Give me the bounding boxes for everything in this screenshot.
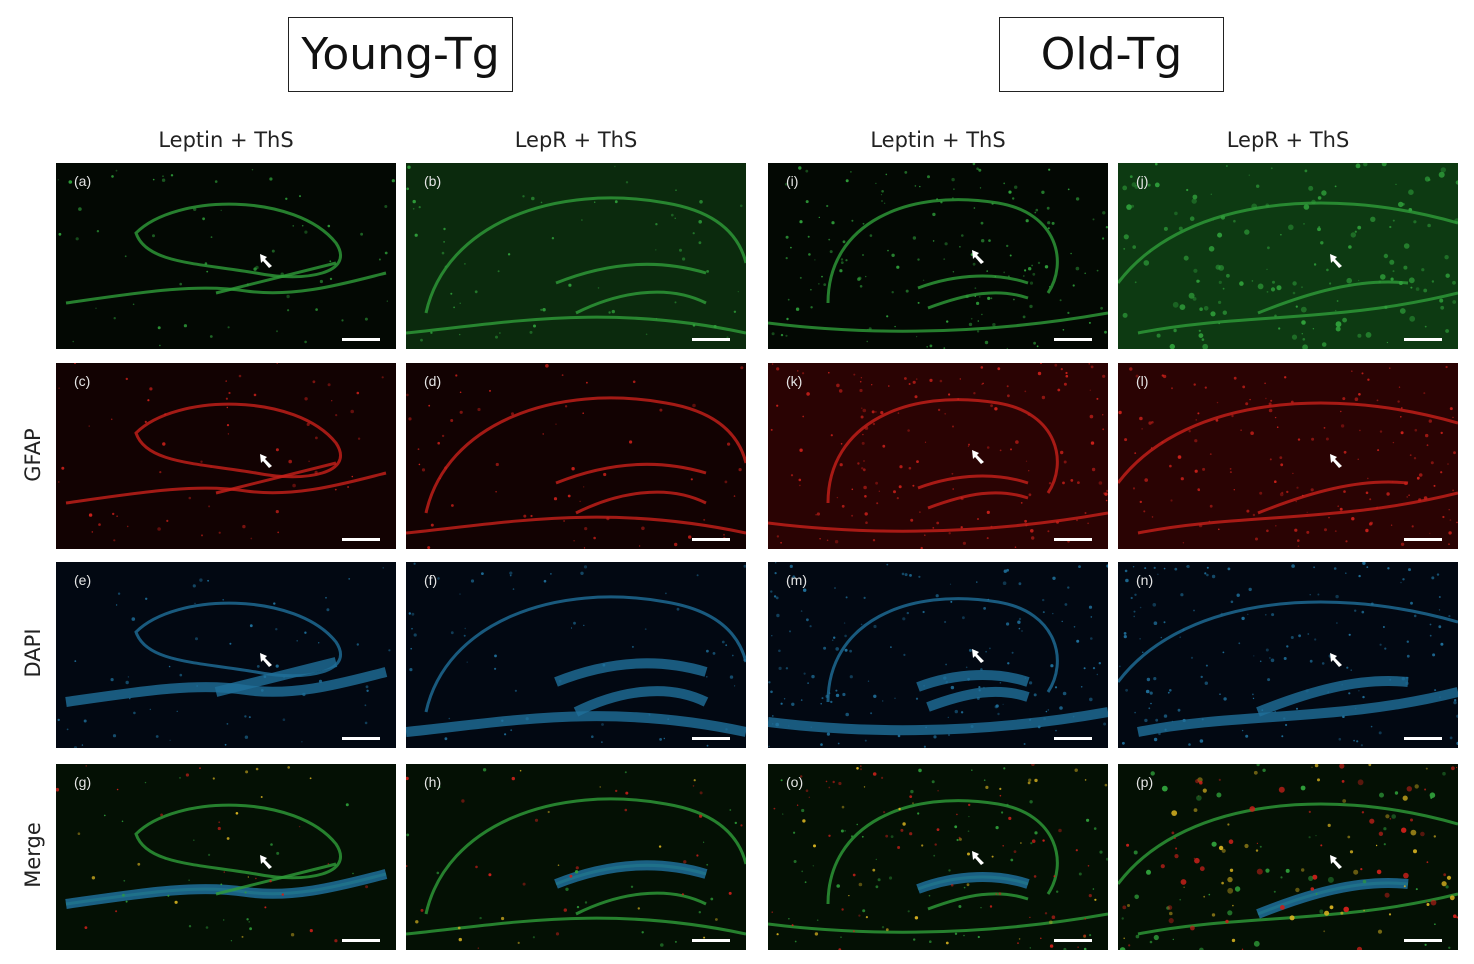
column-header-young-lepr: LepR + ThS: [514, 128, 638, 152]
arrow-icon: [1330, 855, 1342, 869]
micrograph-panel-c: (c): [56, 363, 396, 549]
micrograph-panel-e: (e): [56, 562, 396, 748]
micrograph-image: [56, 562, 396, 748]
panel-label: (n): [1136, 572, 1154, 588]
scale-bar: [342, 737, 380, 740]
panel-label: (m): [786, 572, 807, 588]
group-title-young-tg: Young-Tg: [288, 17, 513, 92]
arrow-icon: [260, 454, 272, 468]
arrow-icon: [972, 649, 984, 663]
micrograph-panel-m: (m): [768, 562, 1108, 748]
micrograph-panel-g: (g): [56, 764, 396, 950]
panel-label: (b): [424, 173, 442, 189]
scale-bar: [692, 538, 730, 541]
micrograph-panel-j: (j): [1118, 163, 1458, 349]
panel-label: (l): [1136, 373, 1149, 389]
micrograph-image: [56, 163, 396, 349]
arrow-icon: [972, 851, 984, 865]
scale-bar: [1054, 737, 1092, 740]
micrograph-image: [768, 363, 1108, 549]
micrograph-image: [406, 562, 746, 748]
micrograph-image: [768, 163, 1108, 349]
micrograph-panel-d: (d): [406, 363, 746, 549]
micrograph-panel-o: (o): [768, 764, 1108, 950]
scale-bar: [1054, 538, 1092, 541]
group-title-old-tg: Old-Tg: [999, 17, 1224, 92]
scale-bar: [692, 737, 730, 740]
row-label-gfap: GFAP: [21, 428, 45, 482]
scale-bar: [1404, 737, 1442, 740]
panel-label: (h): [424, 774, 442, 790]
column-header-old-leptin: Leptin + ThS: [870, 128, 1006, 152]
scale-bar: [1054, 338, 1092, 341]
scale-bar: [692, 939, 730, 942]
panel-label: (c): [74, 373, 91, 389]
scale-bar: [1404, 538, 1442, 541]
scale-bar: [342, 338, 380, 341]
micrograph-image: [406, 363, 746, 549]
panel-label: (f): [424, 572, 438, 588]
panel-label: (d): [424, 373, 442, 389]
micrograph-panel-n: (n): [1118, 562, 1458, 748]
row-label-merge: Merge: [21, 822, 45, 888]
arrow-icon: [972, 450, 984, 464]
scale-bar: [342, 939, 380, 942]
micrograph-image: [1118, 764, 1458, 950]
micrograph-image: [406, 764, 746, 950]
scale-bar: [1054, 939, 1092, 942]
micrograph-panel-b: (b): [406, 163, 746, 349]
micrograph-image: [56, 363, 396, 549]
scale-bar: [692, 338, 730, 341]
arrow-icon: [1330, 454, 1342, 468]
panel-label: (j): [1136, 173, 1149, 189]
arrow-icon: [260, 254, 272, 268]
panel-label: (i): [786, 173, 799, 189]
column-header-young-leptin: Leptin + ThS: [158, 128, 294, 152]
arrow-icon: [260, 855, 272, 869]
micrograph-panel-k: (k): [768, 363, 1108, 549]
micrograph-image: [768, 562, 1108, 748]
micrograph-panel-f: (f): [406, 562, 746, 748]
scale-bar: [342, 538, 380, 541]
arrow-icon: [972, 250, 984, 264]
scale-bar: [1404, 939, 1442, 942]
panel-label: (a): [74, 173, 92, 189]
micrograph-image: [1118, 163, 1458, 349]
panel-label: (p): [1136, 774, 1154, 790]
panel-label: (k): [786, 373, 803, 389]
column-header-old-lepr: LepR + ThS: [1226, 128, 1350, 152]
panel-label: (g): [74, 774, 92, 790]
row-label-dapi: DAPI: [21, 628, 45, 678]
micrograph-panel-h: (h): [406, 764, 746, 950]
arrow-icon: [1330, 653, 1342, 667]
scale-bar: [1404, 338, 1442, 341]
micrograph-image: [768, 764, 1108, 950]
micrograph-image: [1118, 562, 1458, 748]
micrograph-panel-a: (a): [56, 163, 396, 349]
micrograph-image: [1118, 363, 1458, 549]
arrow-icon: [1330, 254, 1342, 268]
panel-label: (o): [786, 774, 804, 790]
micrograph-panel-l: (l): [1118, 363, 1458, 549]
micrograph-image: [56, 764, 396, 950]
arrow-icon: [260, 653, 272, 667]
micrograph-panel-p: (p): [1118, 764, 1458, 950]
micrograph-panel-i: (i): [768, 163, 1108, 349]
micrograph-image: [406, 163, 746, 349]
panel-label: (e): [74, 572, 92, 588]
